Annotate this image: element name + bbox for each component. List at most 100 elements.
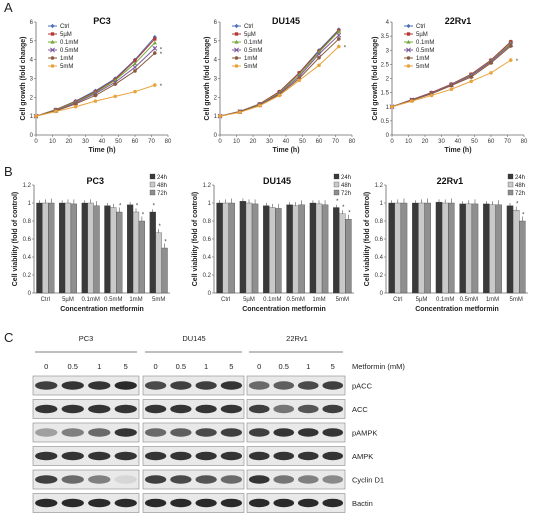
data-point [93, 99, 98, 103]
legend-swatch-0 [333, 173, 340, 180]
bar-0 [506, 205, 514, 294]
data-point [132, 61, 138, 66]
category-label: 5µM [62, 297, 74, 303]
blot-strip [246, 375, 346, 396]
protein-label: ACC [352, 405, 368, 414]
protein-label: Bactin [352, 499, 373, 508]
legend-label: 72h [341, 191, 351, 197]
legend-marker-3 [50, 47, 55, 53]
category-label: 0.1mM [436, 297, 454, 303]
y-tick-label: 2 [386, 77, 390, 83]
blot-band [170, 498, 192, 508]
lane-label: 0.5 [279, 362, 289, 371]
legend-swatch-0 [507, 173, 514, 180]
x-tick-label: 70 [148, 139, 155, 145]
data-point [218, 114, 222, 118]
legend-label: 48h [515, 183, 525, 189]
blot-band [273, 428, 295, 437]
data-point [133, 69, 137, 73]
category-label: 0.5mM [286, 297, 304, 303]
blot-band [35, 498, 58, 508]
y-tick-label: 1 [208, 201, 212, 207]
data-point [469, 75, 473, 79]
blot-band [297, 475, 319, 484]
blot-band [61, 475, 84, 484]
legend-swatch-1 [333, 181, 340, 188]
bar-1 [269, 207, 276, 294]
y-tick-label: 5 [214, 39, 218, 45]
bar-2 [116, 211, 123, 294]
y-tick-label: 0 [28, 291, 32, 297]
legend-label: 1mM [416, 56, 429, 62]
significance-mark: * [348, 211, 351, 217]
bar-1 [441, 202, 449, 294]
significance-mark: * [142, 212, 145, 218]
y-tick-label: 0.4 [23, 255, 32, 261]
bar-2 [321, 204, 329, 294]
category-label: Ctrl [393, 297, 402, 303]
blot-strip [246, 446, 346, 466]
data-point [133, 58, 137, 63]
series-line-2 [35, 42, 156, 117]
blot-band [322, 475, 344, 484]
data-point [469, 79, 473, 84]
blot-band [35, 428, 58, 437]
legend-marker-3 [234, 47, 239, 53]
blot-band [322, 381, 344, 390]
y-axis-label: Cell viability (fold of control) [12, 192, 19, 287]
blot-band [220, 428, 243, 437]
series-line-1 [35, 38, 156, 117]
lane-label: 0 [154, 362, 158, 371]
legend-label: 1mM [60, 56, 73, 62]
y-tick-label: 4 [386, 20, 390, 26]
y-tick-label: 1.2 [203, 183, 212, 189]
blot-band [61, 451, 84, 461]
lane-label: 5 [331, 362, 335, 371]
y-tick-label: 1.2 [23, 183, 32, 189]
blot-strip [142, 375, 245, 396]
blot-band [114, 428, 137, 437]
bar-0 [286, 204, 293, 294]
blot-band [322, 498, 344, 508]
y-tick-label: 6 [30, 20, 34, 26]
x-axis-label: Time (h) [88, 147, 115, 154]
blot-band [144, 498, 167, 508]
legend-label: 0.5mM [60, 48, 78, 54]
blot-band [35, 475, 58, 484]
y-tick-label: 0.2 [23, 273, 32, 279]
data-point [238, 110, 242, 115]
significance-mark: * [516, 59, 519, 65]
x-tick-label: 10 [405, 139, 412, 145]
legend-label: 48h [157, 183, 167, 189]
blot-band [35, 451, 58, 461]
x-tick-label: 60 [316, 139, 323, 145]
blot-band [220, 451, 243, 461]
category-label: 1mM [486, 297, 499, 303]
bar-2 [70, 203, 77, 294]
blot-strip [32, 422, 140, 443]
bar-1 [155, 232, 162, 294]
bar-2 [93, 205, 100, 294]
blot-band [248, 404, 270, 414]
blot-band [144, 475, 167, 484]
blot-band [35, 404, 58, 414]
lane-label: 0 [44, 362, 48, 371]
y-tick-label: 0.6 [203, 237, 212, 243]
data-point [152, 40, 157, 45]
y-axis-label: Cell viability (fold of control) [192, 192, 199, 287]
blot-band [273, 381, 295, 390]
protein-label: pAMPK [352, 429, 377, 438]
x-tick-label: 20 [66, 139, 73, 145]
blot-band [297, 404, 319, 414]
legend-label: 5mM [416, 64, 429, 70]
category-label: 5mM [336, 297, 349, 303]
legend-marker-2 [406, 39, 411, 44]
legend-marker-0 [234, 23, 239, 29]
x-tick-label: 0 [218, 139, 222, 145]
y-tick-label: 0.4 [203, 255, 212, 261]
legend-swatch-1 [149, 181, 156, 188]
bar-1 [339, 213, 346, 294]
data-point [337, 37, 341, 41]
